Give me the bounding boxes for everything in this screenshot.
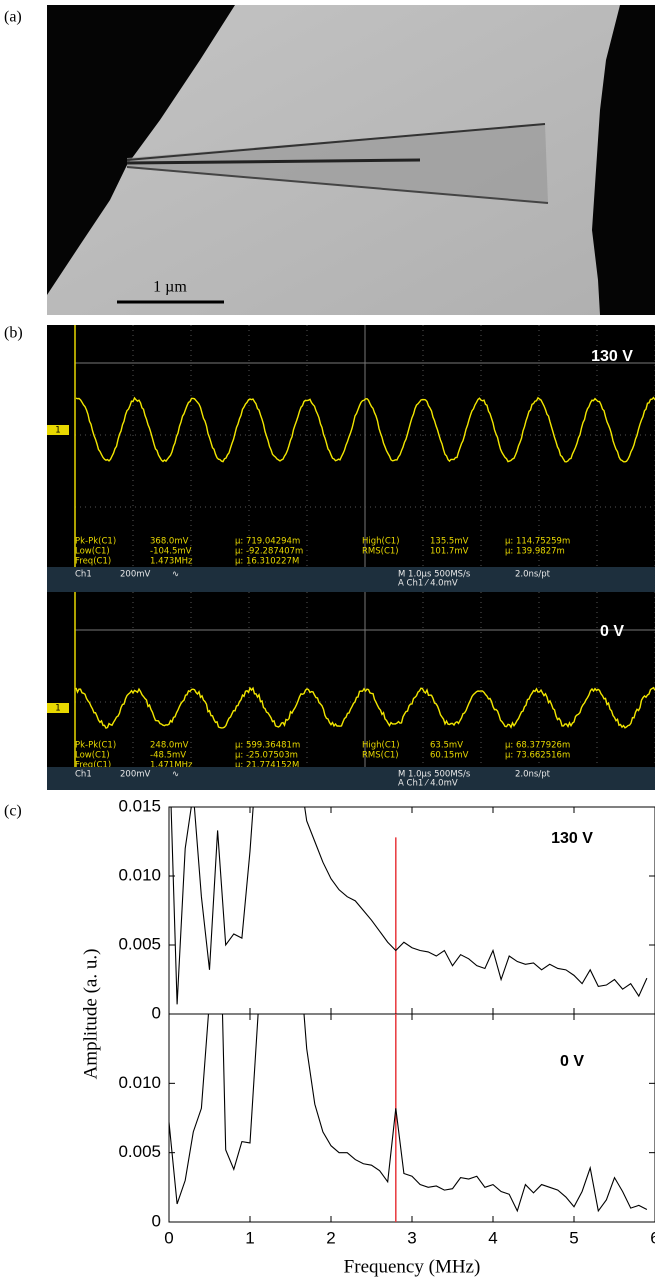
y-tick-label: 0.005 (118, 1142, 161, 1161)
channel-marker-box (47, 703, 69, 713)
status-text: M 1.0µs 500MS/s (398, 570, 471, 580)
crack (127, 124, 548, 203)
y-tick-label: 0.005 (118, 934, 161, 953)
y-tick-label: 0.015 (118, 796, 161, 815)
measurement: Pk-Pk(C1) (75, 537, 116, 547)
measurement: µ: -92.287407m (235, 547, 303, 557)
measurement: 101.7mV (430, 547, 469, 557)
waveform (75, 396, 655, 463)
y-axis-label: Amplitude (a. u.) (80, 949, 101, 1080)
status-text: 200mV (120, 770, 151, 780)
measurement: µ: 68.377926m (505, 741, 570, 751)
measurement: µ: 16.310227M (235, 557, 299, 567)
measurement: Freq(C1) (75, 557, 111, 567)
x-tick-label: 0 (164, 1228, 173, 1247)
measurement: -48.5mV (150, 751, 186, 761)
y-tick-label: 0 (152, 1211, 161, 1230)
measurement: 368.0mV (150, 537, 189, 547)
measurement: RMS(C1) (362, 751, 399, 761)
x-axis-label: Frequency (MHz) (344, 1256, 481, 1277)
screen (47, 592, 655, 767)
channel-marker: 1 (55, 704, 60, 714)
status-text: 2.0ns/pt (515, 770, 551, 780)
status-text: 200mV (120, 570, 151, 580)
screen (47, 325, 655, 567)
crack-edge (126, 166, 549, 204)
measurement: µ: 139.9827m (505, 547, 565, 557)
measurement: µ: 599.36481m (235, 741, 300, 751)
status-bar (47, 567, 655, 592)
measurement: RMS(C1) (362, 547, 399, 557)
annotation: 0 V (560, 1053, 584, 1070)
annotation: 130 V (551, 830, 593, 847)
status-text: Ch1 (75, 570, 92, 580)
measurement: µ: 114.75259m (505, 537, 570, 547)
crack-core (126, 158, 421, 165)
panel-label: (c) (4, 803, 22, 820)
status-text: ∿ (172, 770, 179, 780)
status-text: ∿ (172, 570, 179, 580)
status-text: A Ch1 ⁄ 4.0mV (398, 779, 458, 789)
measurement: 63.5mV (430, 741, 463, 751)
y-tick-label: 0.010 (118, 865, 161, 884)
measurement: µ: 21.774152M (235, 761, 299, 771)
channel-marker: 1 (55, 426, 60, 436)
voltage-label: 0 V (600, 623, 624, 640)
measurement: 1.471MHz (150, 761, 193, 771)
spectra: 0 0.005 0.010 0.015 130 V 0 0.005 0.010 0 1 2 3 4 5 6 0… (118, 796, 655, 1247)
status-text: Ch1 (75, 770, 92, 780)
measurement: 248.0mV (150, 741, 189, 751)
y-tick-label: 0 (152, 1003, 161, 1022)
voltage-label: 130 V (591, 348, 633, 365)
status-text: A Ch1 ⁄ 4.0mV (398, 579, 458, 589)
x-tick-label: 6 (650, 1228, 655, 1247)
x-tick-label: 2 (326, 1228, 335, 1247)
measurement: High(C1) (362, 537, 400, 547)
status-bar (47, 767, 655, 790)
status-text: 2.0ns/pt (515, 570, 551, 580)
measurement: µ: 73.662516m (505, 751, 570, 761)
measurement: 135.5mV (430, 537, 469, 547)
measurement: 1.473MHz (150, 557, 193, 567)
measurement: Freq(C1) (75, 761, 111, 771)
measurement: Low(C1) (75, 751, 110, 761)
spectrum-line (169, 1014, 648, 1213)
oscilloscope: 1 130 V Pk-Pk(C1) 368.0mV µ: 719.04294m High(… (47, 325, 655, 790)
measurement: µ: -25.07503m (235, 751, 298, 761)
channel-marker-box (47, 425, 69, 435)
measurement: -104.5mV (150, 547, 192, 557)
x-tick-label: 1 (245, 1228, 254, 1247)
panel-label: (a) (4, 9, 22, 26)
measurement: µ: 719.04294m (235, 537, 300, 547)
measurement: High(C1) (362, 741, 400, 751)
x-tick-label: 3 (407, 1228, 416, 1247)
measurement: Pk-Pk(C1) (75, 741, 116, 751)
crack-edge (126, 123, 546, 161)
measurement: 60.15mV (430, 751, 469, 761)
measurement: Low(C1) (75, 547, 110, 557)
x-tick-label: 4 (488, 1228, 497, 1247)
scale-bar-label: 1 µm (153, 279, 187, 296)
panel-label: (b) (4, 325, 23, 342)
status-text: M 1.0µs 500MS/s (398, 770, 471, 780)
y-tick-label: 0.010 (118, 1073, 161, 1092)
waveform (75, 686, 655, 729)
x-tick-label: 5 (569, 1228, 578, 1247)
spectrum-line (170, 807, 648, 1005)
